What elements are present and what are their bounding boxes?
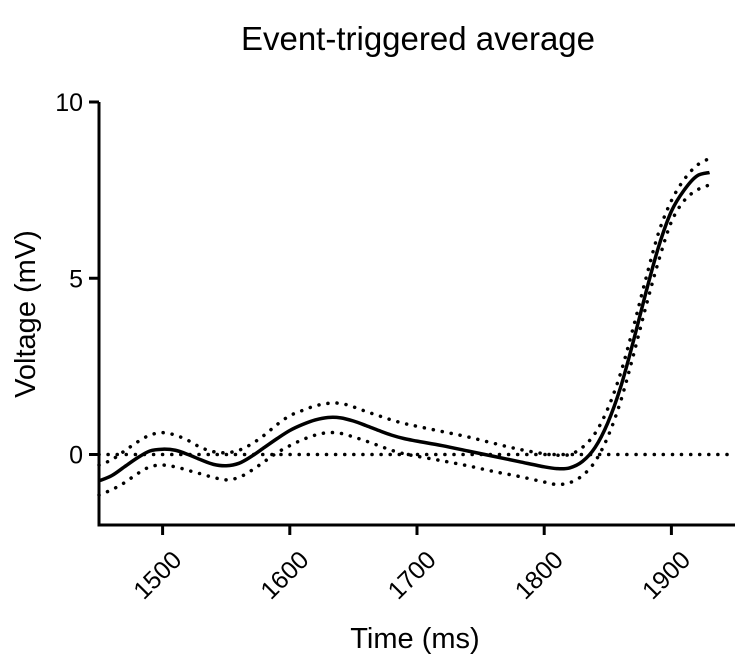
dotted-series-line-2: [97, 183, 712, 497]
x-axis-ticks: 1500 1600 1700 1800 1900: [128, 525, 696, 605]
y-tick-label: 5: [69, 265, 83, 293]
x-tick-label: 1700: [383, 546, 442, 605]
plot-area: [97, 156, 737, 497]
mean-series-line: [98, 170, 711, 483]
dotted-series-line-1: [97, 156, 712, 467]
y-axis-label: Voltage (mV): [10, 230, 42, 398]
x-tick-label: 1800: [510, 546, 569, 605]
x-tick-label: 1500: [128, 546, 187, 605]
x-tick-label: 1900: [637, 546, 696, 605]
y-tick-label: 0: [69, 442, 83, 470]
chart-title: Event-triggered average: [241, 20, 595, 57]
y-tick-label: 10: [55, 89, 83, 117]
x-tick-label: 1600: [255, 546, 314, 605]
x-axis-label: Time (ms): [350, 623, 479, 655]
y-axis-ticks: 0 5 10: [55, 89, 99, 470]
